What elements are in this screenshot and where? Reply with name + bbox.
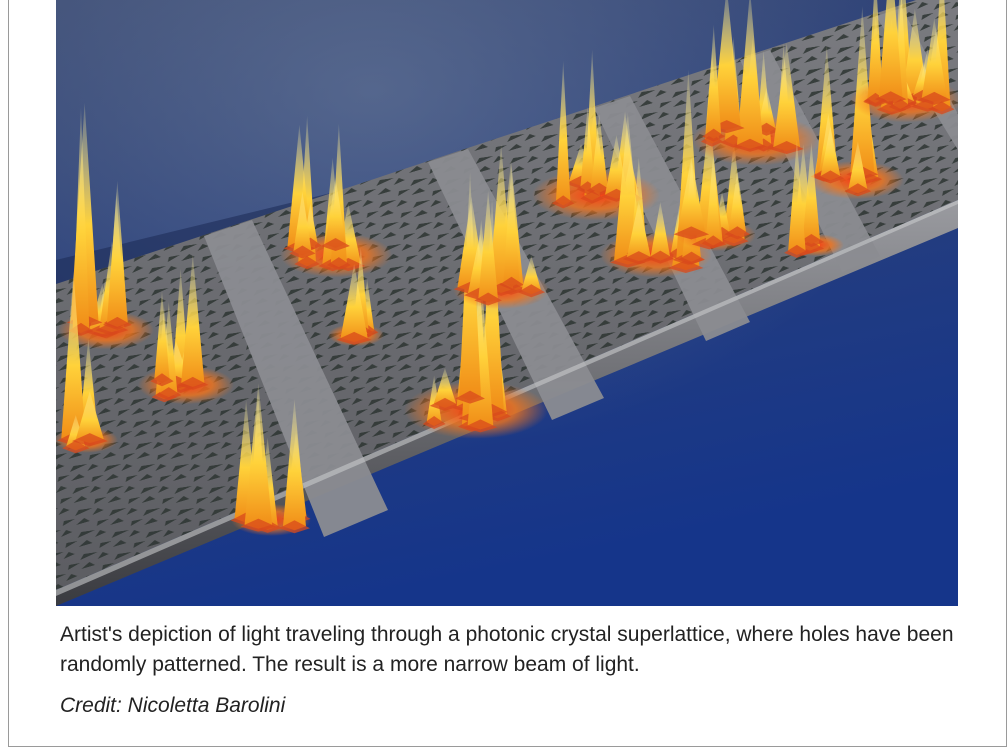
light-peak-base xyxy=(702,128,726,142)
light-peak-base xyxy=(732,138,768,152)
light-peak xyxy=(820,126,841,181)
light-peak-base xyxy=(673,226,710,240)
light-peak-base xyxy=(551,195,575,209)
light-peak xyxy=(705,154,721,246)
light-peak-base xyxy=(719,233,749,247)
light-peak-base xyxy=(784,244,810,258)
light-peak xyxy=(802,142,821,244)
light-peak-base xyxy=(474,292,502,306)
light-peak xyxy=(706,24,722,139)
light-peak xyxy=(325,177,346,249)
light-peak-base xyxy=(844,183,872,197)
light-peak xyxy=(788,139,806,255)
light-peak xyxy=(590,113,608,193)
light-peak-base xyxy=(177,376,209,390)
light-peak-base xyxy=(463,419,498,433)
light-peak-base xyxy=(678,251,705,265)
light-peak-base xyxy=(321,238,350,252)
light-peak-base xyxy=(499,276,524,290)
light-peak-base xyxy=(71,433,108,447)
light-peak-base xyxy=(668,259,704,273)
light-peak xyxy=(773,42,801,152)
light-peak xyxy=(626,200,651,262)
light-peak-base xyxy=(769,141,805,155)
light-peak-base xyxy=(294,256,320,270)
light-peak-base xyxy=(874,91,907,105)
light-peak-base xyxy=(888,98,913,112)
light-peak-base xyxy=(622,251,655,265)
light-peak-base xyxy=(240,518,277,532)
light-peak xyxy=(244,383,273,529)
light-peak xyxy=(867,0,883,103)
light-peak-base xyxy=(646,250,675,264)
light-peak xyxy=(106,180,128,327)
light-peak-base xyxy=(917,91,951,105)
light-peak xyxy=(757,87,776,133)
light-peak xyxy=(433,367,457,408)
light-peak xyxy=(521,255,542,295)
light-peak-base xyxy=(816,170,845,184)
light-peak-base xyxy=(517,284,546,298)
light-peak xyxy=(677,157,706,237)
light-peak xyxy=(555,60,571,206)
light-peak xyxy=(728,170,747,237)
light-peak-base xyxy=(610,254,646,268)
light-peak xyxy=(75,391,104,444)
light-peak xyxy=(580,106,595,192)
light-peak xyxy=(478,190,498,303)
light-peak xyxy=(736,0,764,149)
light-peak-base xyxy=(336,331,372,345)
image-credit: Credit: Nicoletta Barolini xyxy=(60,694,286,717)
light-peak xyxy=(181,254,205,387)
light-peak xyxy=(340,264,368,342)
light-peak xyxy=(426,375,442,427)
light-peak-base xyxy=(326,257,351,271)
light-peak xyxy=(61,271,86,443)
light-peak xyxy=(503,164,520,287)
light-peak xyxy=(712,0,741,131)
light-peak-base xyxy=(580,190,604,204)
light-peak-base xyxy=(724,226,751,240)
light-peak-base xyxy=(429,397,461,411)
light-peak-base xyxy=(150,373,174,387)
light-peak-base xyxy=(102,316,132,330)
light-peak xyxy=(282,399,306,531)
photonic-crystal-illustration xyxy=(56,0,958,606)
light-peak xyxy=(878,0,903,102)
light-peak xyxy=(921,18,947,102)
light-peak-base xyxy=(95,322,129,336)
light-peak-base xyxy=(156,387,182,401)
light-peak-base xyxy=(455,390,485,404)
light-peak xyxy=(293,191,312,256)
light-peak-base xyxy=(289,245,316,259)
light-peak-base xyxy=(929,101,955,115)
light-peak xyxy=(650,201,671,261)
illustration-canvas xyxy=(56,0,958,606)
light-peak xyxy=(848,141,868,194)
light-peak xyxy=(72,107,90,333)
figure-caption: Artist's depiction of light traveling th… xyxy=(60,623,954,676)
light-peak-base xyxy=(422,416,446,430)
light-peak-base xyxy=(62,440,90,454)
light-peak-base xyxy=(701,235,725,249)
light-peak-base xyxy=(278,520,310,534)
light-peak-base xyxy=(876,101,907,115)
light-peak xyxy=(154,290,170,384)
